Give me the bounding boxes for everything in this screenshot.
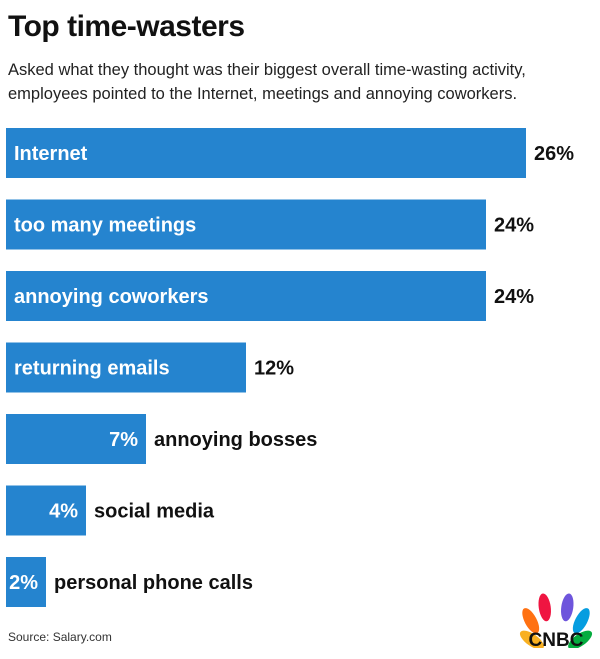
bar-value-label: 26% — [534, 143, 574, 165]
bar — [6, 557, 46, 607]
bar-category-label: personal phone calls — [54, 572, 253, 594]
source-note: Source: Salary.com — [8, 630, 112, 644]
bar-value-label: 2% — [9, 572, 38, 594]
bar-chart: Internet 26% too many meetings 24% annoying … — [6, 128, 574, 607]
bar-category-label: too many meetings — [14, 215, 196, 237]
logo-text: CNBC — [529, 630, 584, 648]
bar-category-label: annoying bosses — [154, 429, 317, 451]
bar-category-label: returning emails — [14, 358, 170, 380]
bar-category-label: Internet — [14, 143, 88, 165]
page-title: Top time-wasters — [8, 10, 245, 43]
bar-category-label: social media — [94, 501, 215, 523]
bar — [6, 485, 86, 536]
peacock-feathers — [519, 593, 593, 648]
bar-category-label: annoying coworkers — [14, 286, 209, 308]
bar — [6, 342, 246, 393]
bar — [6, 271, 486, 321]
page-subtitle: Asked what they thought was their bigges… — [8, 61, 526, 103]
bar-value-label: 7% — [109, 429, 138, 451]
bar — [6, 414, 146, 464]
bar-value-label: 24% — [494, 215, 534, 237]
bar-value-label: 12% — [254, 358, 294, 380]
bar-value-label: 4% — [49, 501, 78, 523]
peacock-logo-icon: CNBC — [519, 593, 593, 648]
bar — [6, 199, 486, 250]
bar — [6, 128, 526, 178]
bar-value-label: 24% — [494, 286, 534, 308]
